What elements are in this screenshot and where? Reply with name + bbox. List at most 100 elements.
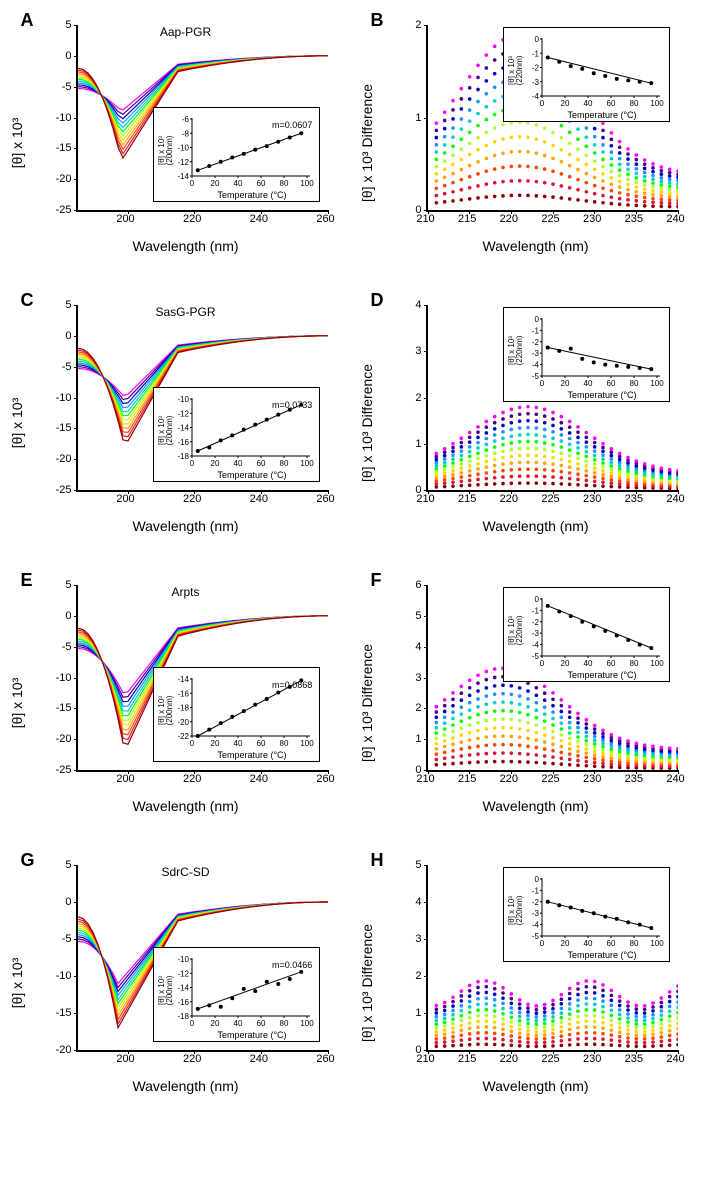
panel-H: H [θ] x 10³ Difference 012345 0-1-2-3-4-… — [371, 850, 701, 1100]
y-axis-label: [θ] x 10³ — [9, 398, 25, 449]
svg-text:20: 20 — [560, 659, 569, 668]
y-axis-label: [θ] x 10³ — [9, 118, 25, 169]
svg-text:-18: -18 — [177, 1012, 189, 1021]
svg-text:-18: -18 — [177, 704, 189, 713]
svg-text:40: 40 — [583, 99, 592, 108]
svg-text:40: 40 — [233, 1019, 242, 1028]
plot-area: 0-1-2-3-4-5020406080100 [θ] x 10³ (220nm… — [426, 585, 678, 772]
plot-area: 0-1-2-3-4-5020406080100 [θ] x 10³ (220nm… — [426, 865, 678, 1052]
svg-text:0: 0 — [189, 1019, 194, 1028]
x-axis-label: Wavelength (nm) — [21, 518, 351, 534]
svg-text:-2: -2 — [531, 64, 539, 73]
svg-text:Temperature (°C): Temperature (°C) — [567, 390, 636, 400]
x-ticks: 210215220225230235240 — [426, 493, 676, 508]
svg-text:-4: -4 — [531, 641, 539, 650]
svg-text:40: 40 — [233, 459, 242, 468]
svg-text:-1: -1 — [531, 606, 539, 615]
svg-text:-4: -4 — [531, 92, 539, 101]
svg-text:0: 0 — [539, 379, 544, 388]
x-ticks: 210215220225230235240 — [426, 1053, 676, 1068]
svg-text:-14: -14 — [177, 984, 189, 993]
panel-label: D — [371, 290, 384, 311]
svg-text:20: 20 — [560, 939, 569, 948]
svg-text:Temperature (°C): Temperature (°C) — [217, 750, 286, 760]
svg-text:-12: -12 — [177, 969, 189, 978]
svg-text:60: 60 — [256, 1019, 265, 1028]
plot-area: -10-12-14-16-18020406080100m=0.0733 [θ] … — [76, 305, 328, 492]
panel-A: A Aap-PGR [θ] x 10³ 50-5-10-15-20-25 -6-… — [21, 10, 351, 260]
svg-text:20: 20 — [560, 379, 569, 388]
svg-text:Temperature (°C): Temperature (°C) — [217, 470, 286, 480]
x-axis-label: Wavelength (nm) — [371, 798, 701, 814]
y-ticks: 50-5-10-15-20 — [49, 865, 74, 1050]
svg-text:40: 40 — [233, 739, 242, 748]
svg-text:80: 80 — [629, 379, 638, 388]
x-ticks: 200220240260 — [76, 493, 326, 508]
svg-text:(200nm): (200nm) — [165, 415, 174, 445]
svg-text:Temperature (°C): Temperature (°C) — [217, 1030, 286, 1040]
svg-text:-6: -6 — [181, 115, 189, 124]
plot-area: -6-8-10-12-14020406080100m=0.0607 [θ] x … — [76, 25, 328, 212]
x-ticks: 210215220225230235240 — [426, 213, 676, 228]
plot-area: -14-16-18-20-22020406080100m=0.0868 [θ] … — [76, 585, 328, 772]
svg-text:-5: -5 — [531, 652, 539, 661]
svg-text:20: 20 — [210, 459, 219, 468]
panel-D: D [θ] x 10³ Difference 01234 0-1-2-3-4-5… — [371, 290, 701, 540]
panel-C: C SasG-PGR [θ] x 10³ 50-5-10-15-20-25 -1… — [21, 290, 351, 540]
panel-label: F — [371, 570, 382, 591]
svg-text:(220nm): (220nm) — [515, 335, 524, 365]
svg-text:-1: -1 — [531, 886, 539, 895]
svg-text:0: 0 — [189, 179, 194, 188]
svg-text:-16: -16 — [177, 998, 189, 1007]
y-ticks: 0123456 — [399, 585, 424, 770]
svg-text:100: 100 — [650, 99, 664, 108]
svg-text:-16: -16 — [177, 438, 189, 447]
svg-text:80: 80 — [279, 459, 288, 468]
svg-text:m=0.0466: m=0.0466 — [272, 960, 312, 970]
panel-label: H — [371, 850, 384, 871]
svg-text:60: 60 — [256, 179, 265, 188]
svg-text:80: 80 — [279, 739, 288, 748]
svg-text:Temperature (°C): Temperature (°C) — [567, 110, 636, 120]
svg-text:-8: -8 — [181, 129, 189, 138]
svg-text:(220nm): (220nm) — [515, 55, 524, 85]
svg-text:-2: -2 — [531, 338, 539, 347]
svg-text:-10: -10 — [177, 955, 189, 964]
y-ticks: 50-5-10-15-20-25 — [49, 585, 74, 770]
svg-text:Temperature (°C): Temperature (°C) — [217, 190, 286, 200]
x-ticks: 200220240260 — [76, 213, 326, 228]
svg-text:-3: -3 — [531, 349, 539, 358]
panel-E: E Arpts [θ] x 10³ 50-5-10-15-20-25 -14-1… — [21, 570, 351, 820]
svg-text:100: 100 — [650, 939, 664, 948]
svg-text:100: 100 — [650, 379, 664, 388]
svg-text:(220nm): (220nm) — [515, 615, 524, 645]
y-axis-label: [θ] x 10³ — [9, 958, 25, 1009]
svg-text:(220nm): (220nm) — [515, 895, 524, 925]
svg-text:80: 80 — [629, 99, 638, 108]
svg-text:0: 0 — [189, 459, 194, 468]
y-axis-label: [θ] x 10³ Difference — [359, 364, 375, 482]
svg-text:20: 20 — [210, 1019, 219, 1028]
y-ticks: 50-5-10-15-20-25 — [49, 305, 74, 490]
svg-text:m=0.0733: m=0.0733 — [272, 400, 312, 410]
y-axis-label: [θ] x 10³ — [9, 678, 25, 729]
svg-text:-22: -22 — [177, 732, 189, 741]
svg-text:-14: -14 — [177, 675, 189, 684]
svg-text:-14: -14 — [177, 424, 189, 433]
svg-text:-16: -16 — [177, 689, 189, 698]
svg-text:60: 60 — [606, 99, 615, 108]
svg-text:-5: -5 — [531, 932, 539, 941]
svg-text:80: 80 — [279, 179, 288, 188]
svg-text:0: 0 — [534, 595, 539, 604]
panel-F: F [θ] x 10³ Difference 0123456 0-1-2-3-4… — [371, 570, 701, 820]
svg-text:(200nm): (200nm) — [165, 975, 174, 1005]
panel-B: B [θ] x 10³ Difference 012 0-1-2-3-40204… — [371, 10, 701, 260]
svg-text:-4: -4 — [531, 361, 539, 370]
panel-G: G SdrC-SD [θ] x 10³ 50-5-10-15-20 -10-12… — [21, 850, 351, 1100]
svg-text:-3: -3 — [531, 629, 539, 638]
svg-text:(200nm): (200nm) — [165, 135, 174, 165]
svg-text:-20: -20 — [177, 718, 189, 727]
x-axis-label: Wavelength (nm) — [371, 238, 701, 254]
svg-text:60: 60 — [606, 659, 615, 668]
svg-text:-5: -5 — [531, 372, 539, 381]
